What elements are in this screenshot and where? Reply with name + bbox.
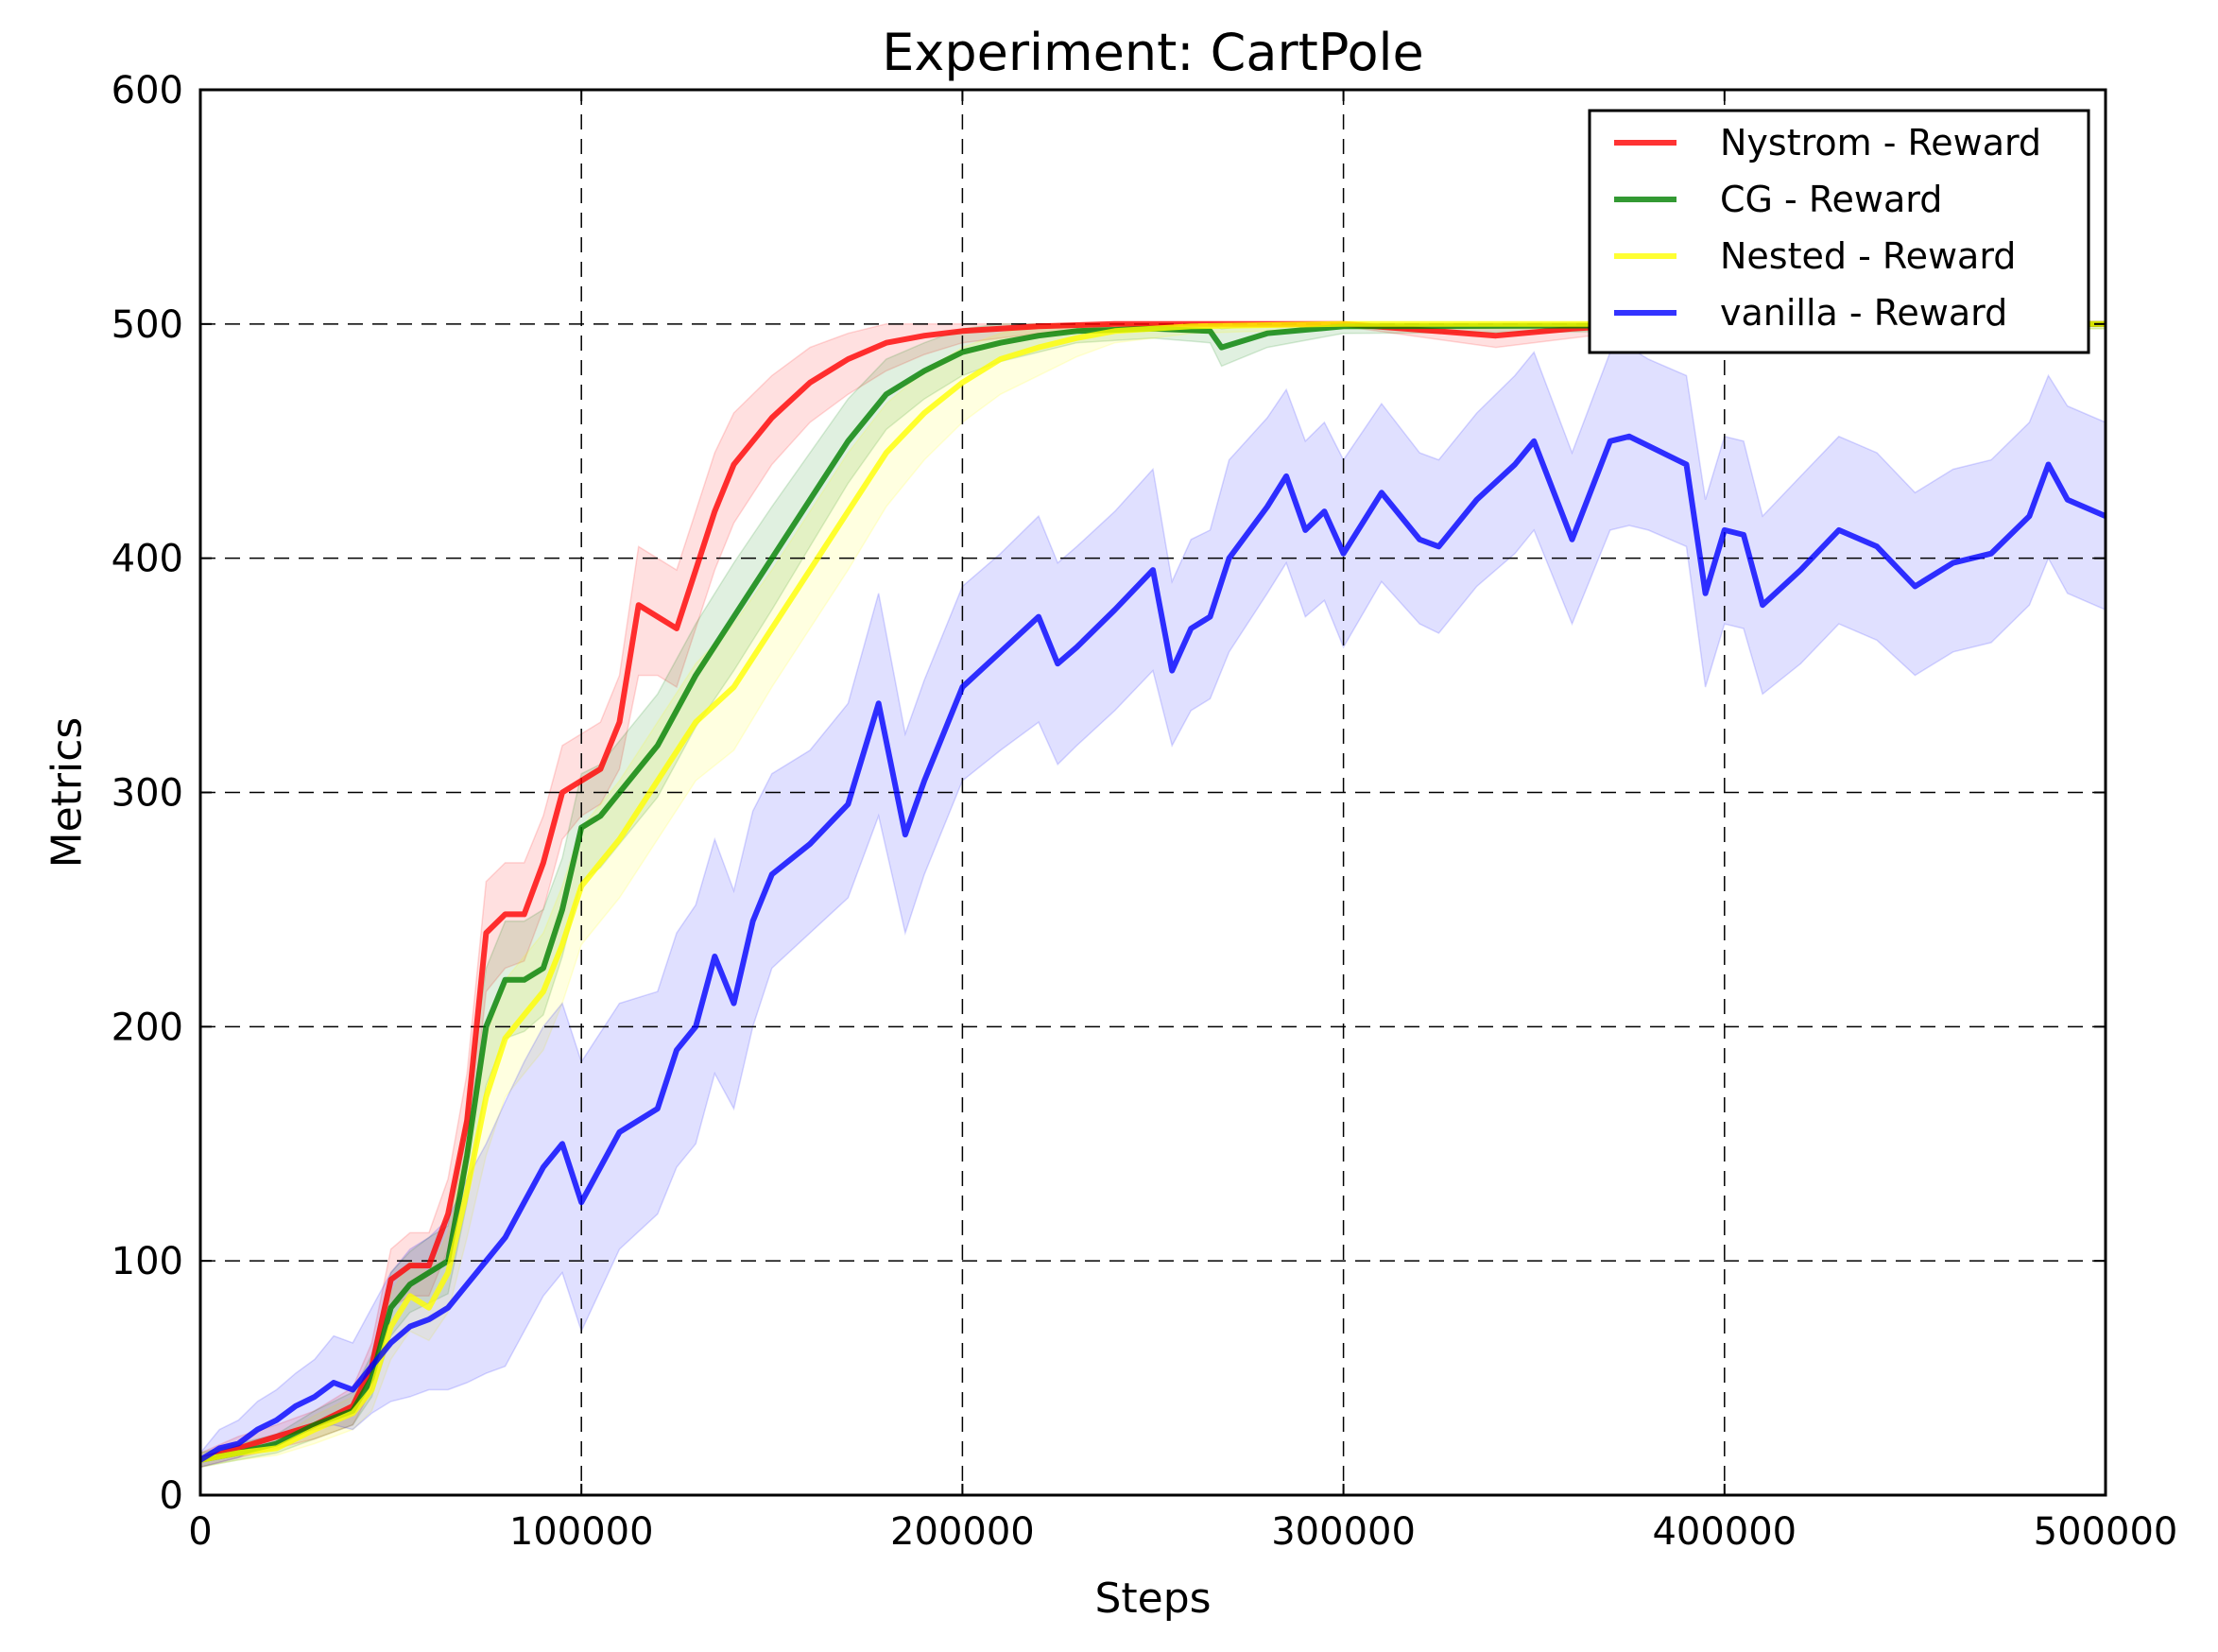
y-axis: 0 100 200 300 400 500 600	[112, 69, 2106, 1518]
x-tick-label: 500000	[2034, 1510, 2178, 1554]
x-axis: 0 100000 200000 300000 400000 500000	[188, 90, 2177, 1554]
legend-label-nested: Nested - Reward	[1720, 235, 2016, 277]
y-tick-label: 0	[160, 1474, 183, 1518]
x-tick-label: 0	[188, 1510, 212, 1554]
series-lines	[198, 320, 2107, 1463]
x-tick-label: 400000	[1652, 1510, 1797, 1554]
y-tick-label: 600	[112, 69, 183, 112]
legend: Nystrom - Reward CG - Reward Nested - Rewa…	[1588, 109, 2090, 354]
x-tick-label: 300000	[1271, 1510, 1416, 1554]
y-axis-title: Metrics	[43, 717, 91, 869]
y-tick-label: 200	[112, 1006, 183, 1049]
series-line-vanilla	[198, 433, 2107, 1463]
x-tick-label: 100000	[509, 1510, 654, 1554]
x-tick-label: 200000	[890, 1510, 1035, 1554]
chart-title: Experiment: CartPole	[882, 23, 1423, 82]
legend-label-cg: CG - Reward	[1720, 179, 1942, 220]
y-tick-label: 500	[112, 303, 183, 347]
x-axis-title: Steps	[1094, 1575, 1211, 1623]
series-line-nystrom	[199, 320, 2106, 1463]
y-tick-label: 100	[112, 1240, 183, 1283]
legend-label-nystrom: Nystrom - Reward	[1720, 122, 2041, 163]
y-tick-label: 400	[112, 538, 183, 581]
y-tick-label: 300	[112, 772, 183, 816]
series-line-cg	[199, 320, 2106, 1463]
legend-label-vanilla: vanilla - Reward	[1720, 292, 2007, 334]
